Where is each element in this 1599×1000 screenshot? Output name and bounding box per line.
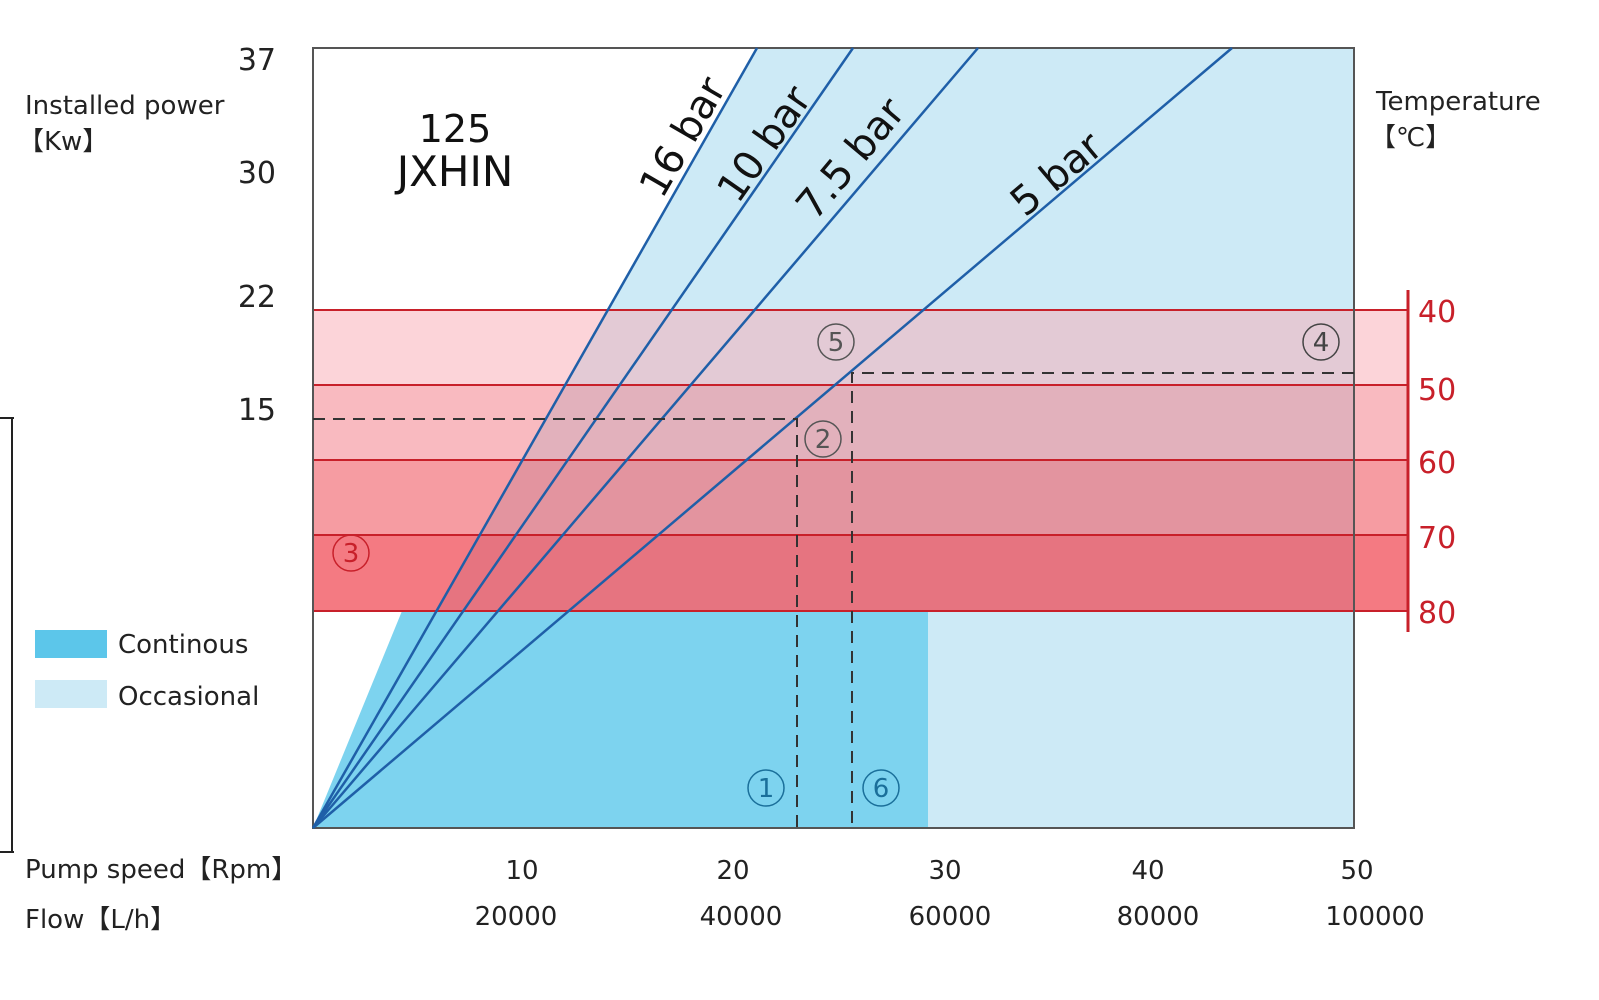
legend-swatch-occasional (35, 680, 107, 708)
line-16-bar (311, 47, 759, 829)
y2-axis-label: Temperature (1375, 87, 1541, 117)
markers: 1 2 3 4 5 6 (332, 323, 1340, 807)
y2-tick: 60 (1418, 446, 1456, 481)
marker-2: 2 (815, 425, 832, 455)
band-50-60 (313, 385, 1408, 460)
legend-label-continuous: Continous (118, 630, 248, 660)
x2-tick: 40000 (700, 902, 783, 932)
marker-5: 5 (828, 328, 845, 358)
chart-title-brand: JXHIN (394, 147, 514, 196)
marker-4: 4 (1313, 328, 1330, 358)
x2-tick: 60000 (909, 902, 992, 932)
y2-tick: 50 (1418, 373, 1456, 408)
x-tick: 10 (505, 856, 538, 886)
y2-tick: 70 (1418, 521, 1456, 556)
x-tick: 20 (716, 856, 749, 886)
pressure-lines (311, 47, 1233, 829)
y-tick: 30 (238, 156, 276, 191)
line-7-5-bar (312, 47, 979, 829)
x-tick: 40 (1131, 856, 1164, 886)
legend-label-occasional: Occasional (118, 682, 259, 712)
y2-tick: 40 (1418, 295, 1456, 330)
x2-tick: 20000 (475, 902, 558, 932)
legend-swatch-continuous (35, 630, 107, 658)
marker-1: 1 (758, 774, 775, 804)
y-tick: 15 (238, 393, 276, 428)
y-tick: 22 (238, 280, 276, 315)
y-axis-label: Installed power (25, 91, 225, 121)
temperature-bands (313, 309, 1408, 612)
cropped-dimension-line (0, 417, 14, 853)
line-10-bar (311, 47, 855, 829)
band-60-70 (313, 460, 1408, 535)
y-tick: 37 (238, 43, 276, 78)
y-axis-unit: 【Kw】 (18, 127, 108, 157)
band-70-80 (313, 535, 1408, 611)
dashed-guides (313, 372, 1354, 828)
x-axis-label: Pump speed【Rpm】 (25, 855, 297, 885)
plot-frame (312, 47, 1355, 829)
x2-axis-label: Flow【L/h】 (25, 905, 176, 935)
continuous-area (313, 611, 928, 828)
x2-tick: 100000 (1325, 902, 1424, 932)
y2-tick: 80 (1418, 596, 1456, 631)
y2-axis-unit: 【℃】 (1370, 123, 1451, 153)
marker-6: 6 (873, 774, 890, 804)
chart-title-number: 125 (419, 107, 492, 151)
x-tick: 30 (928, 856, 961, 886)
line-5-bar (312, 47, 1233, 829)
marker-3: 3 (343, 539, 360, 569)
x-tick: 50 (1340, 856, 1373, 886)
x2-tick: 80000 (1117, 902, 1200, 932)
